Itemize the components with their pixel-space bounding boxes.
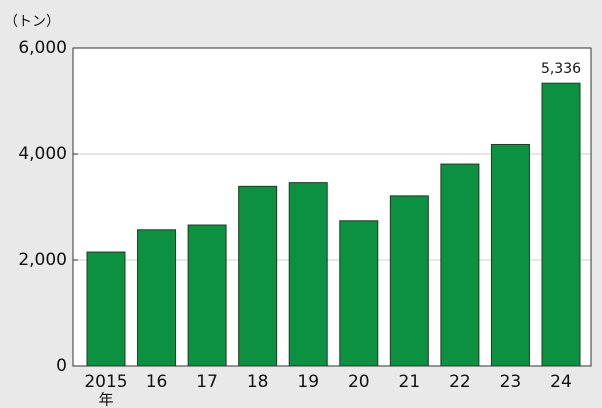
x-tick-label: 2015: [84, 372, 127, 392]
x-tick-label: 19: [297, 372, 319, 392]
bar: [288, 182, 328, 367]
bar: [187, 224, 227, 367]
x-annotation: 年: [98, 391, 113, 408]
x-tick-label: 24: [550, 372, 572, 392]
data-label: 5,336: [541, 61, 581, 77]
y-tick-label: 2,000: [18, 250, 67, 270]
x-tick-label: 16: [146, 372, 168, 392]
x-tick-label: 17: [196, 372, 218, 392]
x-tick-label: 23: [500, 372, 522, 392]
y-unit-label: （トン）: [4, 14, 60, 30]
bar: [137, 229, 177, 367]
x-tick-label: 18: [247, 372, 269, 392]
x-tick-label: 20: [348, 372, 370, 392]
bar: [440, 163, 480, 367]
bar: [541, 82, 581, 367]
y-tick-label: 6,000: [18, 38, 67, 58]
x-tick-label: 21: [399, 372, 421, 392]
bar: [490, 143, 530, 367]
x-tick-label: 22: [449, 372, 471, 392]
bar: [238, 185, 278, 367]
y-tick-label: 4,000: [18, 144, 67, 164]
bar: [86, 251, 126, 367]
y-tick-label: 0: [56, 356, 67, 376]
bar: [389, 195, 429, 367]
bar: [339, 220, 379, 367]
plot-border: [72, 47, 592, 367]
